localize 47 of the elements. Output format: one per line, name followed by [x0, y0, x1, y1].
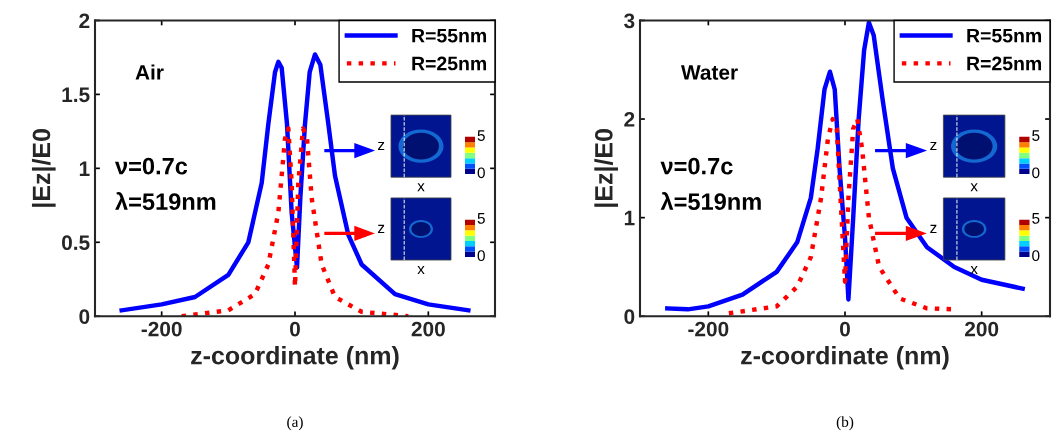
annotation: 0 [1032, 167, 1040, 179]
annotation: x [417, 266, 425, 275]
annotation: 5 [1032, 130, 1040, 141]
annotation: 5 [477, 130, 485, 141]
y-tick-label: 0 [79, 309, 90, 324]
y-tick-label: 1.5 [62, 87, 90, 103]
annotation: x [970, 266, 978, 275]
x-axis-title: z-coordinate (nm) [191, 346, 399, 370]
annotation: λ=519nm [115, 192, 216, 210]
y-tick-label: 0 [624, 309, 635, 324]
annotation: z [377, 142, 385, 151]
legend-label: R=55nm [412, 28, 487, 43]
x-tick-label: 200 [965, 321, 999, 337]
x-tick-label: 0 [290, 321, 300, 337]
annotation: z [930, 142, 937, 151]
annotation: z [930, 224, 937, 233]
text: (a) [287, 416, 303, 431]
y-tick-label: 2 [79, 13, 90, 28]
legend-label: R=55nm [967, 28, 1042, 43]
annotation: 0 [1032, 250, 1040, 262]
x-tick-label: 200 [411, 321, 445, 337]
annotation: z [377, 224, 385, 233]
x-tick-label: -200 [688, 321, 729, 337]
y-axis-title: |Ez|/E0 [594, 129, 618, 207]
annotation: ν=0.7c [115, 157, 188, 175]
annotation: 0 [477, 167, 485, 179]
y-tick-label: 0.5 [62, 235, 90, 251]
annotation: x [417, 183, 425, 192]
x-tick-label: -200 [141, 321, 182, 337]
y-tick-label: 3 [624, 13, 635, 29]
annotation: Air [135, 64, 164, 80]
x-tick-label: 0 [840, 321, 850, 337]
annotation: ν=0.7c [660, 157, 733, 175]
legend-label: R=25nm [967, 56, 1042, 71]
annotation: 5 [477, 213, 485, 224]
text: (b) [836, 416, 854, 431]
x-axis-title: z-coordinate (nm) [741, 346, 949, 370]
annotation: Water [681, 65, 738, 80]
y-tick-label: 2 [624, 112, 635, 127]
y-axis-title: |Ez|/E0 [31, 129, 56, 207]
annotation: λ=519nm [660, 192, 761, 210]
annotation: 5 [1032, 213, 1040, 224]
y-tick-label: 1 [79, 161, 90, 176]
legend-label: R=25nm [412, 56, 487, 71]
annotation: x [970, 183, 978, 192]
y-tick-label: 1 [624, 210, 635, 226]
annotation: 0 [477, 250, 485, 262]
